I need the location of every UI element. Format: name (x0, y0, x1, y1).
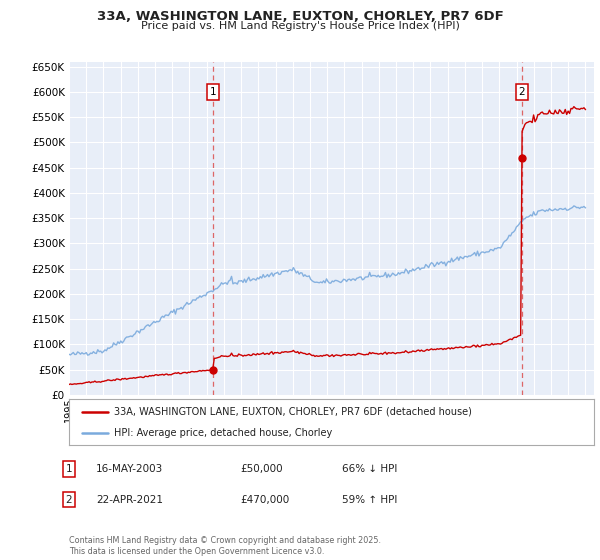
Text: 59% ↑ HPI: 59% ↑ HPI (342, 494, 397, 505)
Text: £470,000: £470,000 (240, 494, 289, 505)
Text: 2: 2 (65, 494, 73, 505)
Text: Price paid vs. HM Land Registry's House Price Index (HPI): Price paid vs. HM Land Registry's House … (140, 21, 460, 31)
Text: 1: 1 (210, 87, 217, 96)
Text: 1: 1 (65, 464, 73, 474)
Text: 66% ↓ HPI: 66% ↓ HPI (342, 464, 397, 474)
Text: £50,000: £50,000 (240, 464, 283, 474)
Text: 2: 2 (518, 87, 525, 96)
Text: 22-APR-2021: 22-APR-2021 (96, 494, 163, 505)
Text: 33A, WASHINGTON LANE, EUXTON, CHORLEY, PR7 6DF: 33A, WASHINGTON LANE, EUXTON, CHORLEY, P… (97, 10, 503, 23)
Text: 16-MAY-2003: 16-MAY-2003 (96, 464, 163, 474)
Text: Contains HM Land Registry data © Crown copyright and database right 2025.
This d: Contains HM Land Registry data © Crown c… (69, 536, 381, 556)
Text: HPI: Average price, detached house, Chorley: HPI: Average price, detached house, Chor… (113, 428, 332, 438)
Text: 33A, WASHINGTON LANE, EUXTON, CHORLEY, PR7 6DF (detached house): 33A, WASHINGTON LANE, EUXTON, CHORLEY, P… (113, 407, 472, 417)
